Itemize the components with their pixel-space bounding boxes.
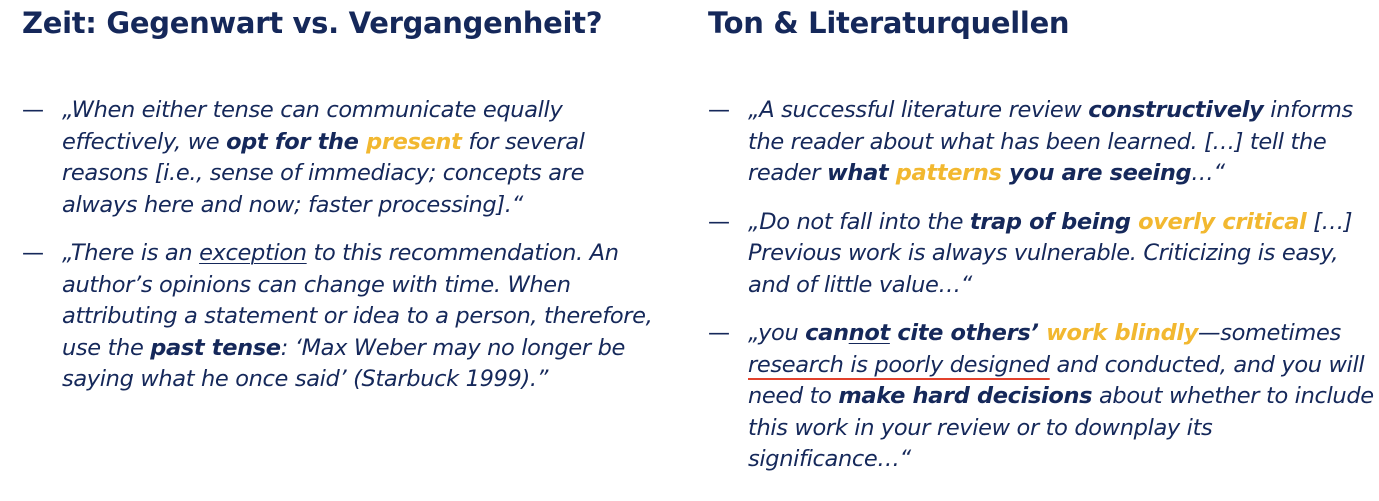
- quote-segment: for several reasons [i.e., sense of imme…: [62, 128, 585, 218]
- quote-segment: exception: [199, 240, 307, 266]
- emphasis-text: you are seeing: [1001, 160, 1192, 186]
- quote-segment: „A successful literature review: [748, 97, 1089, 123]
- quote-item: — „you cannot cite others’ work blindly—s…: [708, 318, 1379, 476]
- highlight-text: present: [366, 128, 462, 155]
- bullet-dash: —: [708, 98, 730, 123]
- quote-segment: „you: [748, 320, 806, 346]
- quote-item: — „There is an exception to this recommen…: [22, 238, 662, 396]
- quote-text: „There is an exception to this recommend…: [62, 238, 662, 396]
- quote-segment: : ‘Max Weber may no longer be saying wha…: [62, 334, 626, 393]
- highlight-text: overly critical: [1138, 208, 1307, 235]
- left-quote-list: — „When either tense can communicate equa…: [22, 95, 662, 413]
- quote-segment: […] Previous work is always vulnerable. …: [748, 208, 1353, 298]
- emphasis-text: past tense: [150, 334, 281, 361]
- right-quote-list: — „A successful literature review constru…: [708, 95, 1379, 493]
- quote-segment: to this recommendation. An author’s opin…: [62, 240, 653, 361]
- left-title: Zeit: Gegenwart vs. Vergangenheit?: [22, 6, 603, 40]
- quote-segment: —sometimes: [1198, 320, 1341, 346]
- quote-text: „you cannot cite others’ work blindly—so…: [748, 318, 1379, 476]
- bullet-dash: —: [708, 321, 730, 346]
- emphasis-text: can: [805, 320, 849, 346]
- quote-text: „A successful literature review construc…: [748, 95, 1379, 190]
- emphasis-text: not: [848, 320, 891, 346]
- quote-item: — „A successful literature review constru…: [708, 95, 1379, 190]
- bullet-dash: —: [22, 98, 44, 123]
- emphasis-text: trap of being: [969, 208, 1139, 235]
- quote-segment: „When either tense can communicate equal…: [62, 97, 563, 155]
- quote-item: — „Do not fall into the trap of being ove…: [708, 207, 1379, 302]
- emphasis-text: opt for the: [226, 128, 367, 155]
- quote-segment: about whether to include this work in yo…: [748, 383, 1374, 472]
- emphasis-text: what: [826, 160, 896, 186]
- emphasis-text: cite others’: [889, 320, 1047, 346]
- quote-text: „When either tense can communicate equal…: [62, 95, 662, 221]
- highlight-text: work blindly: [1046, 320, 1199, 346]
- emphasis-text: make hard decisions: [838, 383, 1093, 409]
- quote-segment: and conducted, and you will need to: [748, 351, 1365, 410]
- quote-text: „Do not fall into the trap of being over…: [748, 207, 1379, 302]
- right-title: Ton & Literaturquellen: [708, 6, 1070, 40]
- quote-segment: research is poorly designed: [748, 351, 1050, 378]
- quote-segment: „There is an: [62, 240, 200, 266]
- quote-segment: informs the reader about what has been l…: [748, 97, 1353, 186]
- quote-segment: …“: [1191, 160, 1225, 186]
- quote-item: — „When either tense can communicate equa…: [22, 95, 662, 221]
- quote-segment: „Do not fall into the: [748, 208, 970, 235]
- bullet-dash: —: [22, 241, 44, 266]
- bullet-dash: —: [708, 209, 730, 235]
- highlight-text: patterns: [895, 160, 1002, 186]
- emphasis-text: constructively: [1088, 97, 1264, 123]
